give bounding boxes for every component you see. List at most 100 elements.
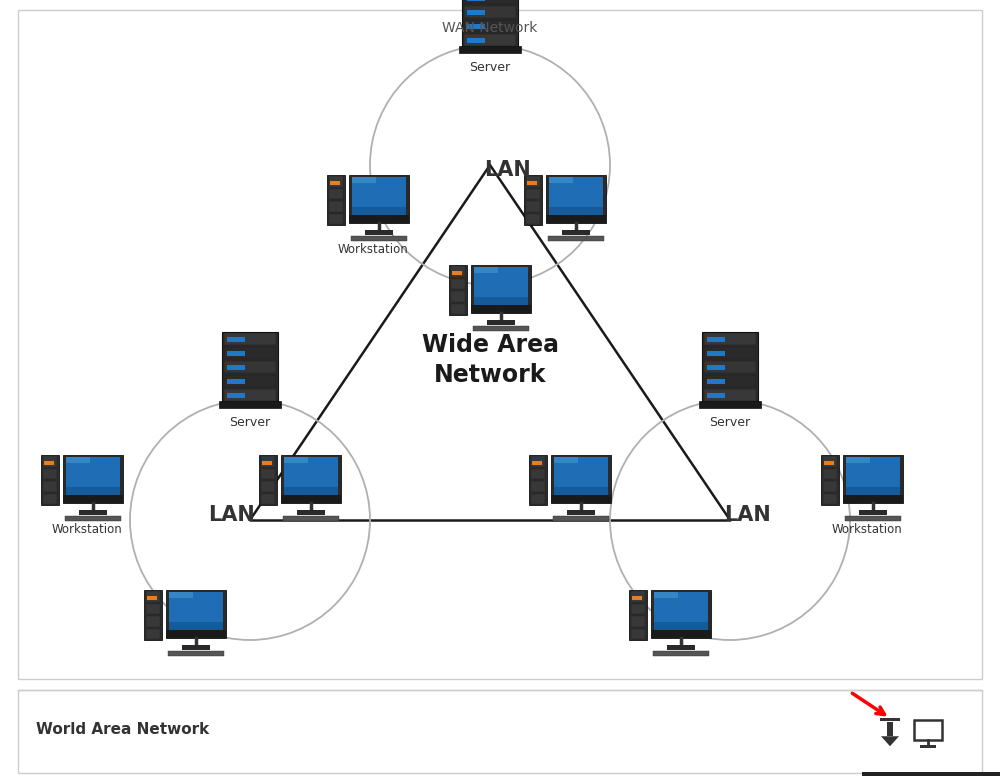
Bar (548, 236, 604, 241)
Bar (352, 177, 376, 183)
Bar (531, 481, 545, 491)
Bar (554, 457, 578, 463)
Bar (551, 455, 611, 503)
Bar (473, 326, 529, 331)
Bar (261, 456, 275, 466)
Bar (651, 590, 711, 638)
Bar (629, 590, 647, 640)
Bar (549, 207, 603, 215)
Bar (859, 510, 887, 515)
Bar (459, 46, 521, 53)
Bar (169, 622, 223, 630)
Bar (464, 34, 516, 46)
Bar (352, 177, 406, 215)
Bar (467, 38, 485, 43)
Bar (471, 265, 531, 313)
Bar (43, 469, 57, 479)
Bar (846, 487, 900, 495)
Bar (168, 651, 224, 656)
Bar (887, 722, 893, 736)
Bar (707, 337, 725, 342)
Polygon shape (881, 736, 899, 747)
Bar (79, 510, 107, 515)
Bar (464, 0, 516, 4)
Bar (224, 333, 276, 345)
Bar (467, 0, 485, 1)
Bar (823, 456, 837, 466)
Bar (166, 590, 226, 638)
Bar (474, 267, 498, 273)
Bar (227, 379, 245, 384)
Bar (222, 332, 278, 402)
Bar (487, 320, 515, 325)
Bar (654, 622, 708, 630)
Bar (553, 516, 609, 521)
Bar (166, 630, 226, 638)
Bar (43, 481, 57, 491)
Bar (914, 720, 942, 740)
Bar (284, 487, 338, 495)
Bar (880, 719, 900, 721)
Bar (824, 461, 834, 465)
Text: LAN: LAN (209, 505, 255, 525)
Bar (66, 457, 90, 463)
Bar (451, 303, 465, 314)
Bar (526, 176, 540, 186)
Bar (329, 189, 343, 199)
Bar (44, 461, 54, 465)
Bar (474, 297, 528, 305)
Bar (704, 333, 756, 345)
Bar (823, 469, 837, 479)
Bar (297, 510, 325, 515)
Text: Workstation: Workstation (832, 523, 902, 536)
Bar (284, 457, 338, 495)
Bar (526, 189, 540, 199)
Bar (147, 596, 157, 600)
Bar (169, 592, 193, 598)
Bar (451, 266, 465, 276)
Bar (43, 494, 57, 504)
Bar (224, 347, 276, 359)
Bar (227, 365, 245, 370)
Bar (846, 457, 870, 463)
Bar (281, 495, 341, 503)
Bar (227, 351, 245, 356)
Text: WAN Network: WAN Network (442, 21, 538, 35)
Bar (654, 592, 708, 630)
Bar (526, 201, 540, 212)
Text: Server: Server (709, 416, 751, 429)
Bar (631, 591, 645, 601)
Bar (707, 393, 725, 398)
Bar (821, 455, 839, 505)
Bar (704, 375, 756, 387)
Bar (704, 361, 756, 373)
Bar (654, 592, 678, 598)
Bar (707, 379, 725, 384)
Bar (349, 175, 409, 223)
Bar (467, 24, 485, 29)
Bar (702, 332, 758, 402)
Text: LAN: LAN (485, 160, 531, 180)
Text: Workstation: Workstation (52, 523, 122, 536)
Bar (329, 201, 343, 212)
Bar (43, 456, 57, 466)
Bar (224, 361, 276, 373)
Bar (464, 6, 516, 18)
Bar (146, 616, 160, 626)
Bar (651, 630, 711, 638)
Bar (653, 651, 709, 656)
Bar (554, 487, 608, 495)
Bar (549, 177, 603, 215)
Bar (329, 176, 343, 186)
Bar (219, 401, 281, 408)
Bar (449, 265, 467, 315)
Bar (631, 616, 645, 626)
Bar (66, 457, 120, 495)
Bar (920, 745, 936, 748)
Bar (329, 213, 343, 224)
Bar (281, 455, 341, 503)
Bar (667, 645, 695, 650)
Bar (631, 629, 645, 639)
Bar (823, 481, 837, 491)
Bar (63, 495, 123, 503)
